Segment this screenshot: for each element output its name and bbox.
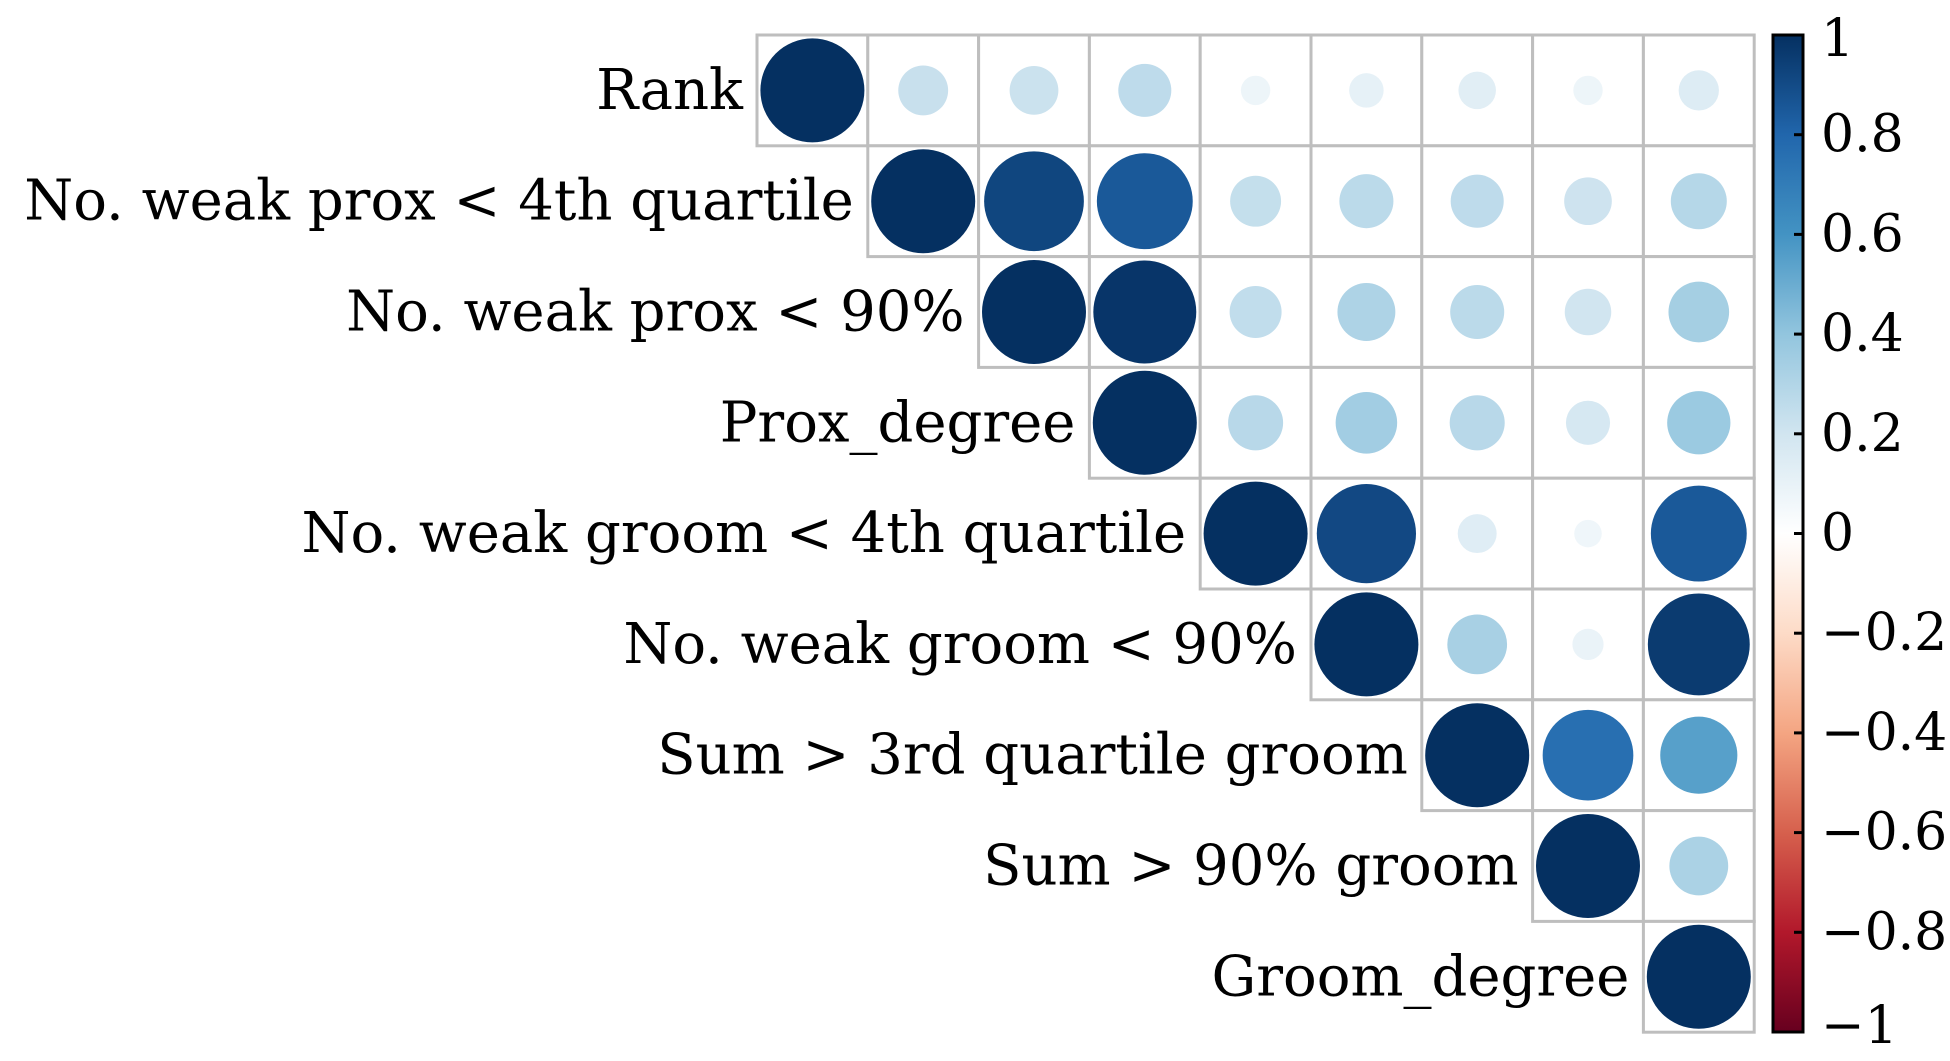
correlation-circle	[982, 260, 1086, 364]
correlation-circle	[1349, 73, 1384, 108]
correlation-circle	[1564, 288, 1612, 336]
correlation-circle	[1564, 177, 1612, 226]
correlation-circle	[1447, 614, 1508, 675]
correlation-circle	[1650, 485, 1747, 582]
correlation-circle	[1093, 260, 1197, 364]
correlation-circle	[1457, 514, 1497, 554]
colorbar-tick-label: 1	[1821, 9, 1854, 69]
correlation-circle	[1565, 400, 1611, 445]
correlation-circle	[760, 38, 865, 143]
correlation-circle	[1450, 174, 1504, 228]
correlation-circle	[984, 151, 1084, 252]
row-label: Sum > 3rd quartile groom	[657, 723, 1408, 788]
row-label: Sum > 90% groom	[983, 834, 1518, 899]
correlation-circle	[1335, 392, 1398, 454]
matrix-cell	[1531, 33, 1645, 148]
correlation-circle	[1337, 283, 1396, 341]
correlation-circle	[1667, 391, 1731, 455]
row-labels: Rank No. weak prox < 4th quartile No. weak…	[24, 58, 1629, 1009]
correlation-circle	[1646, 924, 1751, 1029]
correlation-circle	[1450, 284, 1505, 340]
correlation-circle	[1009, 66, 1059, 115]
correlation-circle	[1572, 628, 1604, 661]
correlation-circle	[1425, 703, 1530, 808]
correlation-circle	[1228, 395, 1284, 451]
correlation-circle	[1647, 593, 1750, 696]
colorbar-tick-label: −0.6	[1821, 803, 1947, 863]
matrix-cell	[1420, 255, 1535, 369]
row-label: No. weak prox < 90%	[346, 280, 964, 345]
colorbar-tick-label: −0.8	[1821, 902, 1947, 962]
correlation-circle	[1449, 395, 1505, 451]
correlation-circle	[1092, 370, 1197, 475]
correlation-circle	[1096, 153, 1193, 250]
colorbar-tick-label: 0.6	[1821, 204, 1904, 264]
correlation-circle	[1573, 75, 1603, 106]
correlation-circle	[1668, 281, 1730, 343]
correlation-circle	[1230, 175, 1282, 227]
row-label: No. weak prox < 4th quartile	[24, 169, 854, 234]
correlation-circle	[1669, 836, 1729, 896]
correlation-circle	[871, 149, 976, 254]
colorbar-tick-label: −1	[1821, 996, 1898, 1056]
correlation-circle	[1678, 70, 1719, 111]
correlation-circle	[1574, 519, 1602, 548]
matrix-cell	[1309, 144, 1424, 259]
correlation-circle	[1229, 286, 1282, 338]
correlation-circle	[1118, 63, 1172, 117]
correlation-circle	[1314, 592, 1419, 697]
correlation-circle	[1458, 71, 1496, 110]
correlation-circle	[1536, 814, 1640, 918]
colorbar-tick-label: 0.2	[1821, 404, 1904, 464]
colorbar-tick-label: −0.2	[1821, 603, 1947, 663]
correlation-circle	[1670, 173, 1727, 230]
correlation-circle	[1660, 716, 1738, 794]
colorbar-tick-label: 0.8	[1821, 105, 1904, 165]
colorbar-tick-label: −0.4	[1821, 703, 1947, 763]
correlation-circle	[898, 65, 949, 116]
colorbar-tick-label: 0	[1821, 504, 1854, 564]
correlation-circle	[1316, 483, 1417, 584]
row-label: Groom_degree	[1211, 944, 1629, 1009]
row-label: No. weak groom < 90%	[623, 612, 1297, 677]
colorbar: 1 0.8 0.6 0.4 0.2 0 −0.2 −0.4 −0.6 −0.8 −1	[1771, 9, 1947, 1056]
colorbar-tick-label: 0.4	[1821, 304, 1904, 364]
circles-layer	[760, 38, 1751, 1029]
correlation-circle	[1203, 481, 1308, 586]
row-label: No. weak groom < 4th quartile	[301, 501, 1186, 566]
correlation-circle	[1542, 709, 1634, 801]
row-label: Prox_degree	[720, 390, 1076, 455]
correlation-circle	[1339, 174, 1394, 229]
row-label: Rank	[596, 58, 744, 123]
correlation-circle	[1240, 75, 1271, 106]
